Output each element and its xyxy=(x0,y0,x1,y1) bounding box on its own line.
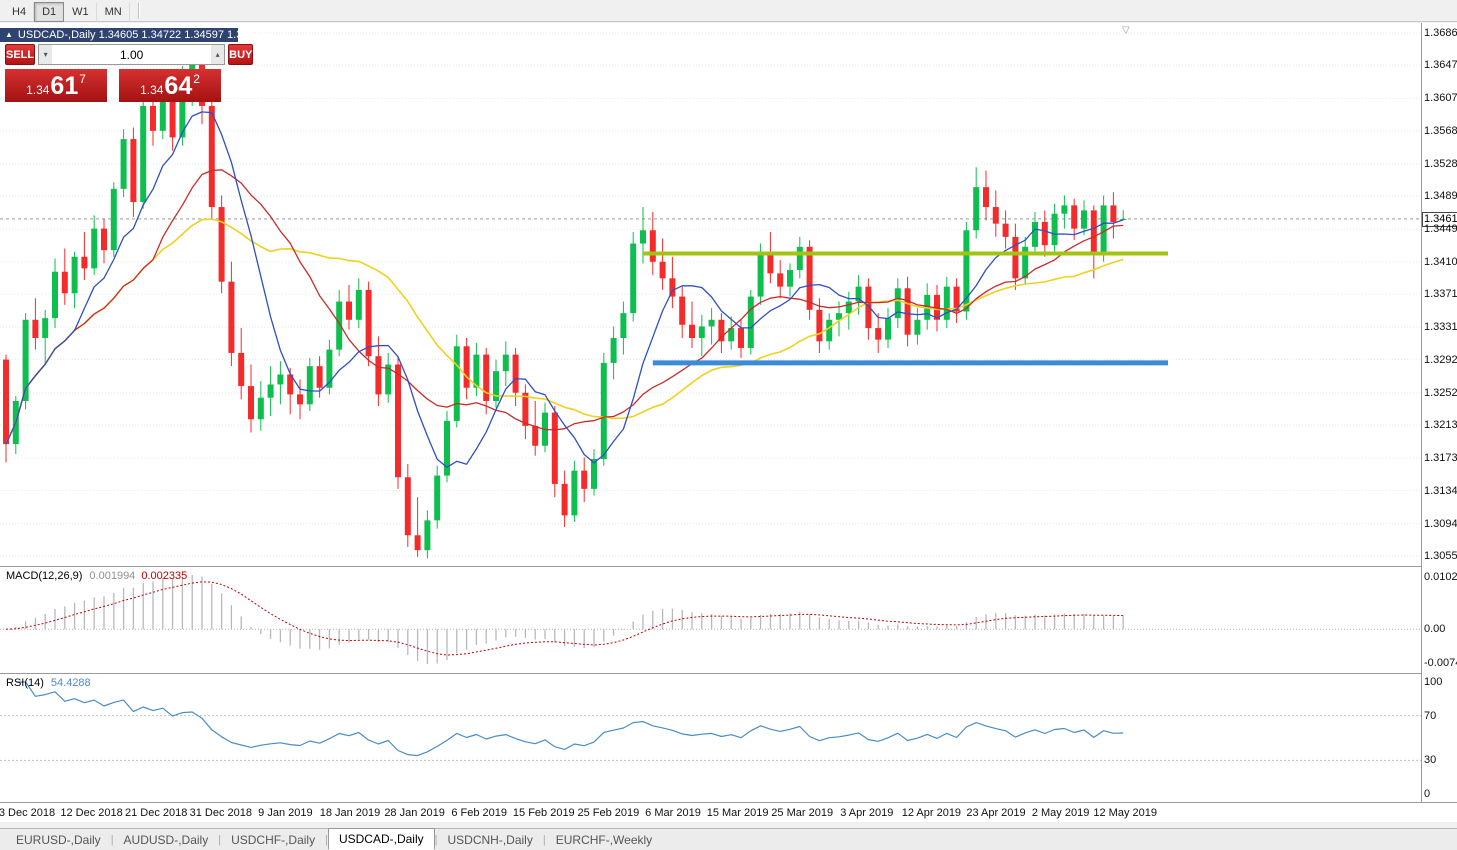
date-axis-label: 6 Mar 2019 xyxy=(645,807,701,819)
macd-scale-zero: 0.00 xyxy=(1424,623,1446,636)
date-axis-label: 18 Jan 2019 xyxy=(319,807,381,819)
date-axis-label: 15 Feb 2019 xyxy=(512,807,575,819)
date-axis-label: 3 Apr 2019 xyxy=(840,807,894,819)
rsi-scale-label: 100 xyxy=(1424,676,1443,688)
ask-big-figure: 1.34 xyxy=(140,82,164,97)
price-scale-label: 1.32130 xyxy=(1424,419,1457,432)
volume-input[interactable] xyxy=(52,45,212,64)
price-scale-label: 1.34890 xyxy=(1424,190,1457,203)
date-axis-label: 21 Dec 2018 xyxy=(124,807,188,819)
price-scale-label: 1.33310 xyxy=(1424,321,1457,334)
price-scale-label: 1.35680 xyxy=(1424,124,1457,137)
macd-pane[interactable] xyxy=(0,567,1421,672)
timeframe-toolbar: H4 D1 W1 MN xyxy=(0,0,1457,22)
date-axis-label: 12 May 2019 xyxy=(1093,807,1157,819)
price-scale-label: 1.36470 xyxy=(1424,59,1457,72)
timeframe-button-w1[interactable]: W1 xyxy=(64,1,97,22)
macd-main-value: 0.001994 xyxy=(89,570,136,582)
rsi-scale-label: 30 xyxy=(1424,754,1437,767)
date-axis-label: 12 Dec 2018 xyxy=(60,807,123,819)
volume-control: ▾ ▴ xyxy=(38,44,226,65)
price-scale-label: 1.31730 xyxy=(1424,452,1457,465)
pane-separator[interactable] xyxy=(0,566,1457,567)
chart-tab-usdcnh[interactable]: USDCNH-,Daily xyxy=(447,833,533,847)
rsi-value: 54.4288 xyxy=(50,677,91,689)
price-scale-label: 1.32520 xyxy=(1424,386,1457,399)
macd-label: MACD(12,26,9) 0.001994 0.002335 xyxy=(6,570,187,582)
price-scale[interactable]: 1.34617 1.36860 1.36470 1.36070 1.35680 1.35… xyxy=(1422,23,1457,802)
pane-separator[interactable] xyxy=(0,673,1457,674)
chart-tab-usdchf[interactable]: USDCHF-,Daily xyxy=(231,833,316,847)
chart-area: ▲ USDCAD-,Daily 1.34605 1.34722 1.34597 … xyxy=(0,23,1457,822)
tab-separator: | xyxy=(110,834,114,846)
timeframe-button-h4[interactable]: H4 xyxy=(4,1,35,22)
chart-tab-eurusd[interactable]: EURUSD-,Daily xyxy=(16,833,101,847)
price-scale-label: 1.36070 xyxy=(1424,92,1457,105)
macd-signal-value: 0.002335 xyxy=(141,570,188,582)
tab-separator: | xyxy=(542,834,546,846)
volume-decrease-icon[interactable]: ▾ xyxy=(39,45,53,64)
date-axis-label: 3 Dec 2018 xyxy=(0,807,56,819)
date-axis-label: 28 Jan 2019 xyxy=(384,807,445,819)
date-axis-label: 2 May 2019 xyxy=(1031,807,1090,819)
price-scale-separator xyxy=(1421,23,1422,802)
tab-separator: | xyxy=(434,834,438,846)
price-scale-label: 1.34490 xyxy=(1424,223,1457,236)
tab-separator: | xyxy=(218,834,222,846)
timeframe-button-d1[interactable]: D1 xyxy=(34,1,65,22)
date-axis-label: 9 Jan 2019 xyxy=(258,807,313,819)
macd-name: MACD(12,26,9) xyxy=(6,570,83,582)
bid-pipette: 7 xyxy=(79,72,86,86)
rsi-name: RSI(14) xyxy=(6,677,44,689)
rsi-pane[interactable] xyxy=(0,674,1421,801)
price-scale-label: 1.35280 xyxy=(1424,157,1457,170)
date-axis-label: 12 Apr 2019 xyxy=(901,807,962,819)
price-scale-label: 1.30940 xyxy=(1424,517,1457,530)
main-price-pane[interactable] xyxy=(0,23,1421,566)
rsi-scale-label: 0 xyxy=(1424,788,1431,800)
timeframe-button-mn[interactable]: MN xyxy=(97,1,130,22)
collapse-icon[interactable]: ▲ xyxy=(5,30,13,39)
rsi-label: RSI(14) 54.4288 xyxy=(6,677,91,689)
timeframe-buttons: H4 D1 W1 MN xyxy=(4,1,130,22)
ask-price-display[interactable]: 1.34 64 2 xyxy=(119,69,221,102)
macd-scale-top: 0.010225 xyxy=(1424,571,1457,583)
ask-pipette: 2 xyxy=(193,72,200,86)
one-click-trading-panel: SELL ▾ ▴ BUY 1.34 61 7 1.34 64 2 xyxy=(5,44,254,102)
price-scale-label: 1.36860 xyxy=(1424,27,1457,39)
sell-button[interactable]: SELL xyxy=(5,44,36,65)
chart-tab-eurchf[interactable]: EURCHF-,Weekly xyxy=(555,833,653,847)
rsi-scale-label: 70 xyxy=(1424,709,1437,722)
bid-big-figure: 1.34 xyxy=(26,82,50,97)
chart-shift-icon[interactable]: ▽ xyxy=(1122,25,1130,36)
date-axis-label: 25 Mar 2019 xyxy=(771,807,834,819)
date-axis-label: 25 Feb 2019 xyxy=(577,807,640,819)
date-axis-label: 15 Mar 2019 xyxy=(706,807,769,819)
buy-button[interactable]: BUY xyxy=(228,44,254,65)
ask-pips: 64 xyxy=(164,71,193,100)
bid-price-display[interactable]: 1.34 61 7 xyxy=(5,69,107,102)
bid-pips: 61 xyxy=(50,71,79,100)
date-axis-label: 31 Dec 2018 xyxy=(189,807,252,819)
tab-separator: | xyxy=(325,834,328,846)
date-axis[interactable]: 3 Dec 2018 12 Dec 2018 21 Dec 2018 31 Dec 2… xyxy=(0,802,1457,822)
current-price-tag: 1.34617 xyxy=(1422,211,1457,227)
macd-scale-bottom: -0.00747 xyxy=(1424,657,1457,669)
chart-tab-usdcad[interactable]: USDCAD-,Daily xyxy=(327,828,435,850)
chart-title-bar: ▲ USDCAD-,Daily 1.34605 1.34722 1.34597 … xyxy=(0,28,267,42)
date-axis-label: 6 Feb 2019 xyxy=(451,807,508,819)
chart-tab-audusd[interactable]: AUDUSD-,Daily xyxy=(123,833,209,847)
chart-title: USDCAD-,Daily 1.34605 1.34722 1.34597 1.… xyxy=(17,29,267,41)
price-scale-label: 1.33710 xyxy=(1424,288,1457,301)
toolbar-separator xyxy=(137,2,140,19)
price-scale-label: 1.31340 xyxy=(1424,484,1457,497)
price-scale-label: 1.32920 xyxy=(1424,353,1457,366)
price-scale-label: 1.34100 xyxy=(1424,255,1457,268)
date-axis-label: 23 Apr 2019 xyxy=(966,807,1026,819)
volume-increase-icon[interactable]: ▴ xyxy=(211,45,225,64)
chart-tab-bar: EURUSD-,Daily | AUDUSD-,Daily | USDCHF-,Dail… xyxy=(0,828,1457,850)
